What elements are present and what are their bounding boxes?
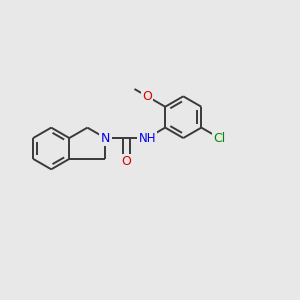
Text: NH: NH xyxy=(138,131,156,145)
Text: N: N xyxy=(101,131,110,145)
Text: O: O xyxy=(121,155,131,169)
Text: Cl: Cl xyxy=(213,131,226,145)
Text: O: O xyxy=(142,90,152,103)
